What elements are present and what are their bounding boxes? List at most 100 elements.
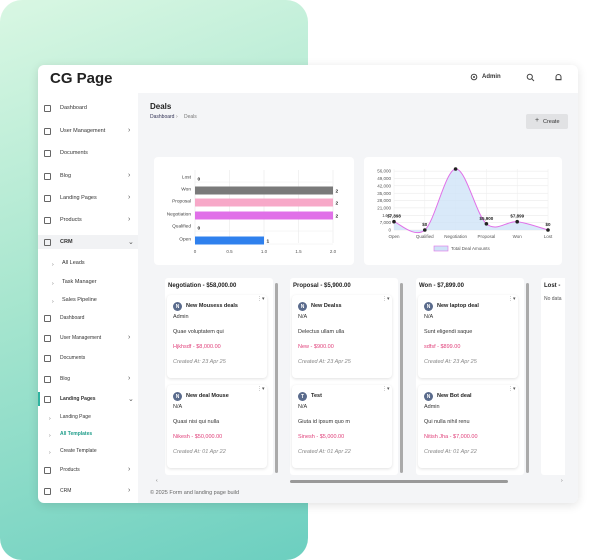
y-tick-label: 7,000 <box>380 220 392 225</box>
menu-icon <box>44 173 51 180</box>
column-scrollbar <box>275 283 278 473</box>
y-tick-label: Open <box>179 237 191 243</box>
menu-item[interactable]: Dashboard <box>60 315 85 321</box>
chevron: › <box>128 127 131 134</box>
chevron: › <box>128 334 131 341</box>
y-tick-label: 21,000 <box>377 206 391 211</box>
x-tick-label: 1.5 <box>295 249 302 254</box>
menu-item[interactable]: Blog <box>60 173 72 179</box>
x-tick-label: Won <box>513 234 523 239</box>
menu-item[interactable]: Documents <box>60 150 88 156</box>
breadcrumb[interactable]: Dashboard <box>150 114 175 120</box>
x-tick-label: Lost <box>544 234 553 239</box>
card-owner: Admin <box>424 404 440 410</box>
card-owner: N/A <box>424 314 434 320</box>
menu-icon <box>44 396 51 403</box>
bar-chart: 0 0.5 1.0 1.5 2.0 Lost 0 Won 2 Proposal 2 Negotiati… <box>167 170 339 254</box>
user-menu[interactable]: Admin <box>482 74 501 80</box>
y-tick-label: 35,000 <box>377 191 391 196</box>
card-title: New deal Mouse <box>186 393 229 399</box>
menu-item[interactable]: CRM <box>60 488 72 494</box>
menu-item[interactable]: Landing Pages <box>60 396 96 402</box>
menu-item[interactable]: Sales Pipeline <box>62 297 97 303</box>
x-tick-label: Open <box>388 234 400 239</box>
value-label: $0 <box>545 222 551 227</box>
card-title: Test <box>311 393 322 399</box>
card-description: Quae voluptatem qui <box>173 329 224 335</box>
menu-item[interactable]: CRM <box>60 239 73 245</box>
card-owner: Admin <box>173 314 189 320</box>
value-label: $7,899 <box>510 214 524 219</box>
point <box>423 228 427 232</box>
card-menu: ⋮▾ <box>508 386 516 392</box>
y-tick-label: Qualified <box>172 224 191 230</box>
card-menu: ⋮▾ <box>382 386 390 392</box>
card-title: New laptop deal <box>437 303 479 309</box>
deal-card[interactable]: ⋮▾ T Test N/A Giuta id ipsum quo m Sinesh - $… <box>292 385 392 468</box>
h-scroll-right: › <box>561 478 563 484</box>
logo: CG Page <box>50 70 113 87</box>
settings-icon[interactable] <box>470 73 478 81</box>
card-owner: N/A <box>298 404 308 410</box>
avatar: N <box>424 302 433 311</box>
card-menu: ⋮▾ <box>508 296 516 302</box>
menu-item[interactable]: Blog <box>60 376 71 382</box>
column-scrollbar <box>400 283 403 473</box>
sub-dot: › <box>49 433 51 439</box>
area <box>394 168 548 233</box>
menu-item[interactable]: Products <box>60 217 82 223</box>
sidebar: Dashboard User Management › Documents Blog › L… <box>38 93 139 503</box>
button-label[interactable]: Create <box>543 119 560 125</box>
menu-item[interactable]: Dashboard <box>60 105 87 111</box>
deal-card[interactable]: ⋮▾ N New deal Mouse N/A Quasi nisi qui nulla… <box>167 385 267 468</box>
x-tick-label: Negotiation <box>444 234 467 239</box>
search-icon[interactable] <box>526 73 535 82</box>
point <box>453 167 458 171</box>
avatar-letter: N <box>426 304 431 310</box>
menu-item[interactable]: Products <box>60 467 80 473</box>
x-tick-label: Proposal <box>478 234 496 239</box>
menu-item[interactable]: Create Template <box>60 448 97 454</box>
deal-card[interactable]: ⋮▾ N New Bot deal Admin Qui nulla nihil renu… <box>418 385 518 468</box>
bar-chart-card: 0 0.5 1.0 1.5 2.0 Lost 0 Won 2 Proposal 2 Negotiati… <box>154 157 354 265</box>
menu-item[interactable]: All Templates <box>60 431 93 437</box>
legend-swatch <box>433 245 449 252</box>
sub-dot: › <box>52 299 54 305</box>
create-button[interactable]: + Create <box>526 114 568 129</box>
bell-icon[interactable] <box>554 73 563 82</box>
menu-icon <box>44 488 51 495</box>
card-title: New Bot deal <box>437 393 472 399</box>
x-tick-label: 2.0 <box>330 249 337 254</box>
footer: © 2025 Form and landing page build <box>150 490 240 496</box>
page-title: Deals <box>150 102 172 111</box>
card-description: Delectus ullam ulla <box>298 329 345 335</box>
deal-card[interactable]: ⋮▾ N New Mousess deals Admin Quae voluptatem… <box>167 295 267 378</box>
value-label: 0 <box>198 176 201 182</box>
y-tick-label: 28,000 <box>377 198 391 203</box>
bar <box>195 186 333 195</box>
chevron: › <box>128 375 131 382</box>
menu-icon <box>44 239 51 246</box>
card-amount: Nikesh - $50,000.00 <box>173 434 223 440</box>
menu-item[interactable]: All Leads <box>62 260 85 266</box>
value-label: $0 <box>422 222 428 227</box>
deal-card[interactable]: ⋮▾ N New Dealss N/A Delectus ullam ulla New -… <box>292 295 392 378</box>
menu-item[interactable]: Documents <box>60 355 86 361</box>
menu-item[interactable]: Landing Page <box>60 414 91 420</box>
card-description: Sunt eligendi saque <box>424 329 473 335</box>
menu-item[interactable]: User Management <box>60 128 106 134</box>
card-title: New Mousess deals <box>186 303 238 309</box>
bar <box>195 198 333 207</box>
avatar: N <box>173 302 182 311</box>
card-description: Giuta id ipsum quo m <box>298 419 350 425</box>
menu-item[interactable]: Landing Pages <box>60 195 97 201</box>
deal-card[interactable]: ⋮▾ N New laptop deal N/A Sunt eligendi saque… <box>418 295 518 378</box>
column-title: Won - $7,899.00 <box>419 283 464 289</box>
menu-item[interactable]: Task Manager <box>62 279 97 285</box>
value-label: 2 <box>336 213 339 219</box>
x-tick-label: 0 <box>194 249 197 254</box>
breadcrumb-sep: › <box>176 114 178 120</box>
menu-item[interactable]: User Management <box>60 335 102 341</box>
point <box>392 219 396 224</box>
